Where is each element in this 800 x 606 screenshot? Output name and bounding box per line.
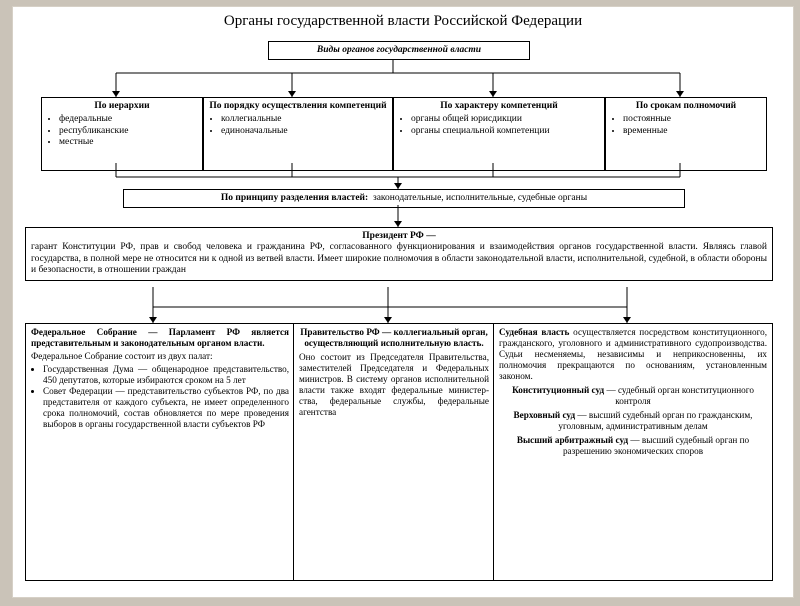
list-item: республиканские	[59, 126, 197, 137]
col-competence-type-list: органы общей юрисдикции органы специальн…	[399, 114, 599, 137]
diagram-page: Органы государственной власти Российской…	[12, 6, 794, 598]
executive-box: Правительство РФ — колле­гиальный орган,…	[293, 323, 495, 581]
col-hierarchy-list: федеральные республиканские местные	[47, 114, 197, 148]
list-item: местные	[59, 137, 197, 148]
page-title: Органы государственной власти Российской…	[23, 13, 783, 30]
list-item: единоначальные	[221, 126, 387, 137]
judicial-court-1: Конституционный суд — судебный орган кон…	[499, 385, 767, 407]
legislative-list: Государственная Дума — общенародное пред…	[31, 364, 289, 430]
judicial-court-3: Высший арбитражный суд — высший судебный…	[499, 435, 767, 457]
judicial-court-2: Верховный суд — высший судебный орган по…	[499, 410, 767, 432]
judicial-lead-block: Судебная власть осуществляется посредств…	[499, 327, 767, 382]
list-item: федеральные	[59, 114, 197, 125]
separation-label: По принципу разделения властей:	[221, 193, 368, 203]
executive-text: Оно состоит из Председателя Правительств…	[299, 352, 489, 418]
court1-title: Конституционный суд	[512, 385, 604, 395]
col-competence-order: По порядку осуществления компетенций кол…	[203, 97, 393, 171]
col-competence-order-list: коллегиальные единоначальные	[209, 114, 387, 137]
list-item: органы общей юрисдикции	[411, 114, 599, 125]
judicial-lead: Судебная власть	[499, 327, 569, 337]
president-text: гарант Конституции РФ, прав и свобод чел…	[31, 242, 767, 275]
president-title: Президент РФ —	[31, 231, 767, 242]
separation-box: По принципу разделения властей: законода…	[123, 189, 685, 208]
top-box-label: Виды органов государственной власти	[317, 45, 481, 55]
court2-text: — высший судебный орган по гражданским, …	[558, 410, 752, 431]
separation-text: законодательные, исполнительные, судебны…	[373, 193, 587, 203]
list-item: временные	[623, 126, 761, 137]
legislative-lead: Федеральное Собрание состоит из двух пал…	[31, 351, 289, 362]
legislative-title: Федеральное Собрание — Парламент РФ явля…	[31, 327, 289, 348]
court2-title: Верховный суд	[514, 410, 576, 420]
col-competence-type: По характеру компетенций органы общей юр…	[393, 97, 605, 171]
list-item: Государственная Дума — общенародное пред…	[43, 364, 289, 386]
executive-title: Правительство РФ — колле­гиальный орган,…	[300, 327, 488, 348]
col-hierarchy-title: По иерархии	[47, 101, 197, 112]
judicial-box: Судебная власть осуществляется посредств…	[493, 323, 773, 581]
court3-title: Высший арбитражный суд	[517, 435, 628, 445]
col-terms: По срокам полномочий постоянные временны…	[605, 97, 767, 171]
col-competence-type-title: По характеру компетенций	[399, 101, 599, 112]
list-item: Совет Федерации — представительство субъ…	[43, 386, 289, 430]
list-item: органы специальной компе­тенции	[411, 126, 599, 137]
col-hierarchy: По иерархии федеральные республиканские …	[41, 97, 203, 171]
col-terms-title: По срокам полномочий	[611, 101, 761, 112]
top-box: Виды органов государственной власти	[268, 41, 530, 60]
list-item: постоянные	[623, 114, 761, 125]
col-competence-order-title: По порядку осуществления компетенций	[209, 101, 387, 112]
list-item: коллегиальные	[221, 114, 387, 125]
president-box: Президент РФ — гарант Конституции РФ, пр…	[25, 227, 773, 281]
legislative-box: Федеральное Собрание — Парламент РФ явля…	[25, 323, 295, 581]
court1-text: — судебный орган конституционного контро…	[604, 385, 754, 406]
col-terms-list: постоянные временные	[611, 114, 761, 137]
